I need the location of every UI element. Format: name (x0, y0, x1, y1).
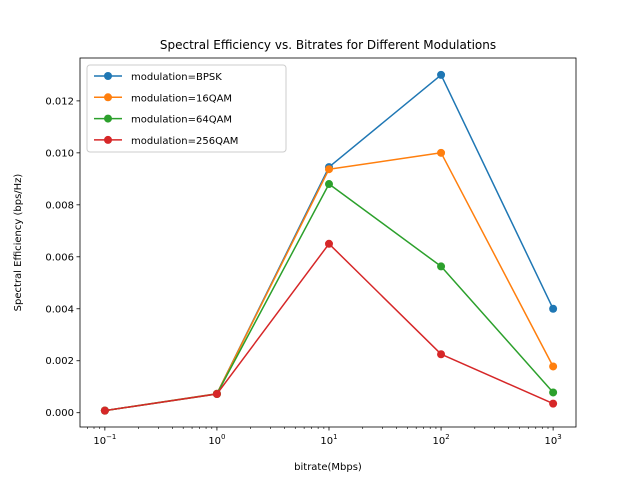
data-point (212, 389, 221, 398)
y-tick-label: 0.008 (45, 200, 74, 211)
x-tick-label: 101 (320, 433, 337, 447)
y-axis: 0.000 0.002 0.004 0.006 0.008 0.010 0.012 (45, 96, 80, 419)
x-tick-label-exponent: 3 (557, 433, 561, 441)
x-axis-label: bitrate(Mbps) (294, 462, 362, 473)
x-tick-label: 103 (545, 433, 562, 447)
legend-label: modulation=BPSK (131, 72, 222, 83)
legend-label: modulation=64QAM (131, 115, 232, 126)
data-point (324, 239, 333, 248)
data-point (549, 399, 558, 408)
x-tick-label-base: 10 (320, 436, 333, 447)
x-tick-label-base: 10 (93, 436, 106, 447)
x-tick-label-base: 10 (545, 436, 558, 447)
chart-title: Spectral Efficiency vs. Bitrates for Dif… (160, 38, 496, 52)
legend-box (86, 64, 287, 153)
data-point (437, 262, 446, 271)
series-layer (100, 70, 558, 415)
y-tick-label: 0.006 (45, 252, 74, 263)
legend-label: modulation=256QAM (131, 136, 238, 147)
plot-frame (79, 57, 577, 428)
x-tick-label-exponent: 2 (445, 433, 449, 441)
data-point (549, 388, 558, 397)
x-tick-label: 102 (432, 433, 449, 447)
data-point (437, 70, 446, 79)
legend-label: modulation=16QAM (131, 93, 232, 104)
x-tick-label: 100 (208, 433, 225, 447)
legend-marker (104, 72, 112, 80)
data-point (324, 165, 333, 174)
x-tick-label-base: 10 (432, 436, 445, 447)
data-point (549, 362, 558, 371)
x-tick-label: 10−1 (93, 433, 116, 447)
y-tick-label: 0.002 (45, 356, 74, 367)
x-tick-label-exponent: 0 (221, 433, 225, 441)
y-tick-label: 0.012 (45, 96, 74, 107)
x-tick-label-exponent: 1 (333, 433, 337, 441)
data-point (437, 350, 446, 359)
data-point (324, 180, 333, 189)
legend: modulation=BPSK modulation=16QAM modulatio… (86, 64, 287, 153)
x-tick-label-base: 10 (208, 436, 221, 447)
y-tick-label: 0.000 (45, 408, 74, 419)
y-axis-label: Spectral Efficiency (bps/Hz) (13, 174, 24, 312)
y-tick-label: 0.010 (45, 148, 74, 159)
data-point (549, 304, 558, 313)
legend-marker (104, 135, 112, 144)
data-point (100, 406, 109, 415)
data-point (437, 148, 446, 157)
y-tick-label: 0.004 (45, 304, 74, 315)
x-axis: 10−1 100 101 102 103 (87, 427, 562, 447)
legend-marker (104, 114, 112, 123)
x-tick-label-exponent: −1 (106, 433, 116, 441)
legend-marker (104, 93, 112, 102)
